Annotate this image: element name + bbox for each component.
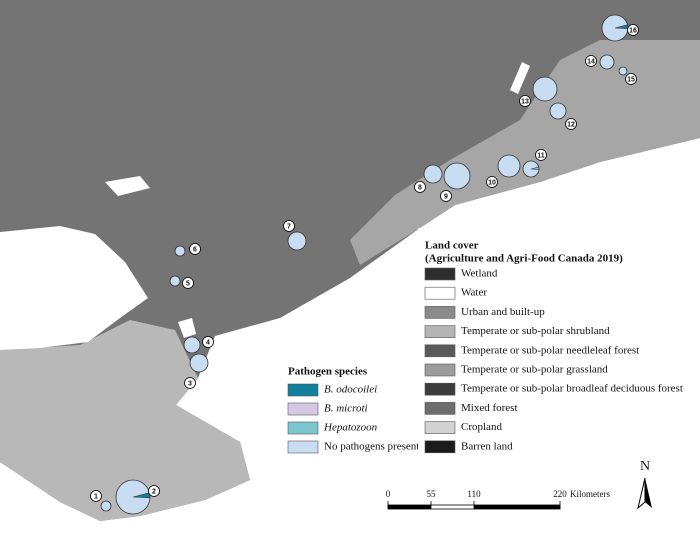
legend-swatch — [287, 421, 319, 435]
site-label: 3 — [188, 380, 192, 387]
st-lawrence-river — [510, 62, 530, 94]
site-label: 9 — [444, 193, 448, 200]
site-label: 10 — [488, 179, 496, 186]
site-pie — [599, 54, 615, 70]
legend-swatch — [287, 383, 319, 397]
lake-nipissing — [105, 176, 150, 196]
legend-subtitle: (Agriculture and Agri-Food Canada 2019) — [425, 253, 623, 265]
site-label: 13 — [521, 98, 529, 105]
site-pie — [287, 231, 307, 251]
site-label-bg — [283, 220, 295, 232]
site-label: 8 — [418, 184, 422, 191]
site-label: 11 — [537, 152, 545, 159]
legend-swatch — [287, 402, 319, 416]
southern-lowland — [0, 320, 250, 521]
legend-label: Barren land — [461, 440, 513, 452]
legend-swatch — [424, 382, 456, 396]
scale-label: 110 — [467, 489, 481, 499]
legend-label: Hepatozoon — [323, 422, 378, 434]
legend-swatch — [287, 440, 319, 454]
site-label: 7 — [287, 223, 291, 230]
scale-label: 55 — [427, 489, 437, 499]
legend-label: B. odocoilei — [324, 384, 377, 396]
north-label: N — [640, 459, 650, 474]
site-label: 15 — [627, 76, 635, 83]
site-label-bg — [184, 377, 196, 389]
legend-title: Land cover — [425, 240, 479, 252]
legend-label: Temperate or sub-polar needleleaf forest — [461, 344, 639, 356]
legend-swatch — [424, 306, 456, 319]
site-label-bg — [519, 95, 531, 107]
legend-title: Pathogen species — [288, 366, 368, 378]
site-pie — [549, 102, 567, 120]
scale-unit: Kilometers — [570, 489, 610, 499]
scale-label: 220 — [553, 489, 567, 499]
scale-bar-segment — [474, 505, 560, 509]
legend-swatch — [424, 325, 456, 338]
legend-swatch — [424, 402, 456, 415]
legend-label: Temperate or sub-polar grassland — [461, 364, 608, 376]
site-label: 5 — [186, 280, 190, 287]
site-label: 2 — [152, 488, 156, 495]
lake-simcoe — [178, 318, 196, 338]
site-label-bg — [148, 485, 160, 497]
legend-swatch — [424, 267, 456, 281]
site-label: 16 — [629, 27, 637, 34]
legend-label: Temperate or sub-polar broadleaf deciduo… — [461, 383, 683, 395]
site-label-bg — [189, 243, 201, 255]
legend-swatch — [424, 440, 456, 454]
site-label-bg — [202, 336, 214, 348]
site-label-bg — [627, 24, 639, 36]
site-label-bg — [625, 73, 637, 85]
scale-bar-segment — [388, 505, 431, 509]
legend-label: Urban and built-up — [461, 306, 545, 318]
landcover-legend — [418, 228, 700, 460]
site-label: 4 — [206, 339, 210, 346]
legend-label: B. microti — [324, 403, 368, 415]
site-pie — [100, 500, 112, 512]
site-label: 14 — [587, 58, 595, 65]
site-label-bg — [90, 490, 102, 502]
legend-label: Temperate or sub-polar shrubland — [461, 325, 610, 337]
site-pie — [443, 162, 471, 190]
site-pie — [423, 164, 443, 184]
site-label-bg — [182, 277, 194, 289]
site-label-bg — [440, 190, 452, 202]
north-arrow: N — [637, 459, 652, 510]
site-pie — [169, 275, 181, 287]
site-pie — [174, 245, 186, 257]
site-label-bg — [486, 176, 498, 188]
scale-label: 0 — [386, 489, 391, 499]
site-pie — [532, 76, 558, 102]
st-lawrence-lowland — [350, 40, 700, 265]
legend-swatch — [424, 363, 456, 377]
legend-label: Wetland — [461, 268, 498, 280]
site-label-bg — [565, 118, 577, 130]
site-label: 12 — [567, 121, 575, 128]
site-label-bg — [535, 149, 547, 161]
site-pie — [497, 154, 521, 178]
legend-swatch — [424, 286, 456, 300]
legend-label: No pathogens present — [324, 441, 419, 453]
site-label-bg — [585, 55, 597, 67]
legend-swatch — [424, 421, 456, 434]
legend-label: Cropland — [461, 421, 502, 433]
site-label: 1 — [94, 493, 98, 500]
site-pie — [189, 353, 209, 373]
legend-label: Mixed forest — [461, 402, 518, 414]
site-label-bg — [414, 181, 426, 193]
georgian-bay — [0, 226, 148, 350]
site-label: 6 — [193, 246, 197, 253]
site-pie — [618, 66, 628, 76]
pie-slice — [530, 166, 540, 170]
site-pie — [183, 336, 201, 354]
legend-swatch — [424, 344, 456, 358]
legend-label: Water — [461, 287, 487, 299]
